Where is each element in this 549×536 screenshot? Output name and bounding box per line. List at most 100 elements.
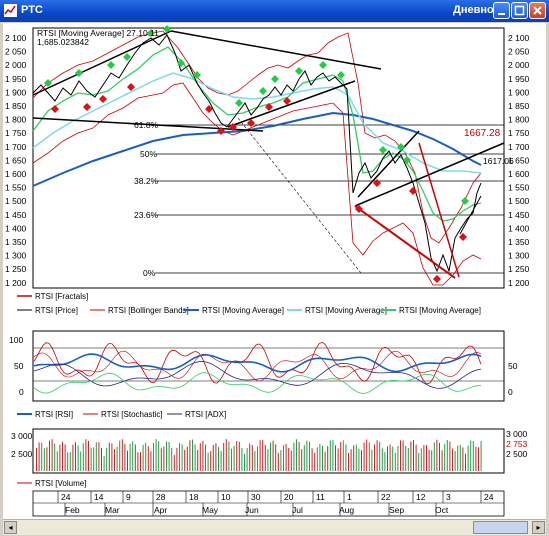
- volume-bar: [168, 442, 170, 471]
- volume-bar: [283, 445, 284, 471]
- volume-bar: [332, 440, 334, 471]
- chart-canvas[interactable]: 2 100 2 050 2 000 1 950 1 900 1 850 1 800 1 750…: [3, 23, 546, 519]
- red-trend-line-2: [418, 142, 460, 278]
- oscillator-lines: [33, 341, 482, 394]
- volume-bar: [38, 442, 40, 471]
- date-day-label: 20: [284, 492, 294, 502]
- volume-bar: [394, 452, 396, 471]
- volume-bar: [140, 452, 141, 471]
- price-tick-left: 1 200: [5, 278, 27, 288]
- volume-bar: [101, 448, 102, 471]
- volume-bar: [189, 440, 191, 471]
- volume-bar: [41, 442, 43, 471]
- vol-tick-2500: 2 500: [11, 449, 33, 459]
- volume-bar: [290, 450, 292, 471]
- fractal-up: [319, 61, 327, 69]
- price-tick-left: 1 650: [5, 155, 27, 165]
- osc-tick-right-50: 50: [508, 361, 518, 371]
- volume-bar: [428, 449, 430, 471]
- volume-bar: [316, 447, 318, 471]
- scroll-right-icon[interactable]: ▸: [532, 521, 545, 534]
- volume-bar: [194, 444, 196, 471]
- fib-label-382: 38.2%: [134, 176, 159, 186]
- price-tick-left: 2 100: [5, 33, 27, 43]
- fractal-up: [235, 99, 243, 107]
- volume-bar: [75, 442, 76, 471]
- date-day-label: 1: [347, 492, 352, 502]
- price-tick-left: 1 250: [5, 264, 27, 274]
- fractal-down: [51, 105, 59, 113]
- volume-bar: [179, 443, 180, 471]
- date-day-label: 24: [61, 492, 71, 502]
- volume-bar: [361, 450, 362, 471]
- vol-tick-3000: 3 000: [11, 431, 33, 441]
- volume-bar: [478, 447, 479, 471]
- volume-bar: [246, 447, 248, 471]
- volume-bar: [270, 442, 271, 471]
- volume-bar: [293, 442, 295, 471]
- volume-bar: [379, 441, 381, 471]
- fractal-up: [259, 87, 267, 95]
- volume-bar: [127, 450, 128, 471]
- volume-bar: [82, 443, 84, 471]
- period-selector[interactable]: Дневной: [453, 4, 501, 16]
- volume-bar: [46, 447, 48, 471]
- volume-bar: [462, 447, 464, 471]
- fractal-up: [461, 197, 469, 205]
- volume-bar: [129, 443, 131, 471]
- window-title: РТС: [21, 4, 43, 16]
- date-axis: [32, 490, 505, 517]
- fractal-down: [355, 205, 363, 213]
- volume-bar: [368, 442, 370, 471]
- price-tick-right: 1 600: [508, 169, 530, 179]
- main-legend: RTSI [Fractals] RTSI [Price] RTSI [Bolli…: [17, 292, 481, 315]
- scroll-thumb[interactable]: [473, 521, 528, 534]
- fractal-up: [337, 71, 345, 79]
- fractal-down: [217, 127, 225, 135]
- volume-bars: [36, 439, 482, 471]
- volume-bar: [415, 444, 417, 471]
- volume-bar: [103, 456, 105, 471]
- di-line: [33, 372, 482, 394]
- moving-average-blue: [32, 111, 482, 187]
- volume-bar: [77, 445, 79, 471]
- price-tick-left: 1 350: [5, 237, 27, 247]
- price-tick-right: 1 350: [508, 237, 530, 247]
- vol-legend: RTSI [Volume]: [17, 479, 86, 488]
- date-month-label: Feb: [65, 505, 80, 515]
- volume-bar: [446, 439, 448, 471]
- volume-bar: [381, 448, 383, 471]
- date-day-label: 18: [189, 492, 199, 502]
- fractal-up: [379, 146, 387, 154]
- price-tick-right: 1 450: [508, 210, 530, 220]
- volume-bar: [184, 449, 186, 471]
- legend-volume: RTSI [Volume]: [35, 479, 86, 488]
- price-tick-right: 1 650: [508, 155, 530, 165]
- date-month-label: Sep: [389, 505, 404, 515]
- price-tick-left: 1 500: [5, 196, 27, 206]
- price-tick-right: 2 000: [508, 60, 530, 70]
- title-bar[interactable]: РТС Дневной: [0, 0, 549, 22]
- volume-bar: [264, 444, 266, 471]
- volume-bar: [397, 445, 399, 471]
- volume-bar: [441, 450, 443, 471]
- fractal-down: [459, 233, 467, 241]
- volume-bar: [337, 448, 339, 471]
- date-day-label: 22: [381, 492, 391, 502]
- horizontal-scrollbar[interactable]: ◂ ▸: [3, 519, 546, 535]
- maximize-button[interactable]: [511, 2, 528, 19]
- minimize-button[interactable]: [493, 2, 510, 19]
- stochastic-line: [33, 341, 482, 385]
- price-tick-right: 1 300: [508, 251, 530, 261]
- volume-bar: [335, 445, 336, 471]
- date-day-label: 11: [316, 492, 325, 502]
- price-tick-left: 1 600: [5, 169, 27, 179]
- fractal-down: [433, 275, 441, 283]
- volume-bar: [181, 444, 183, 471]
- scroll-left-icon[interactable]: ◂: [4, 521, 17, 534]
- volume-bar: [218, 447, 219, 471]
- price-tick-left: 1 900: [5, 87, 27, 97]
- close-button[interactable]: [529, 2, 546, 19]
- level-label-1667: 1667.28: [464, 128, 501, 139]
